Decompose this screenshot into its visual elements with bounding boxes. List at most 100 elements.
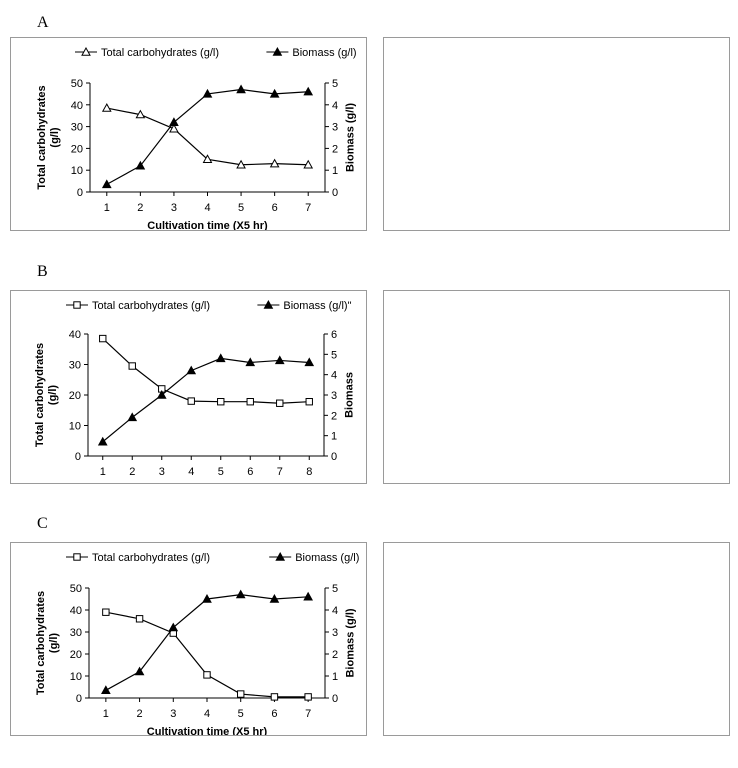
y-tick-label-left: 40 — [69, 329, 81, 341]
y-tick-label-left: 0 — [75, 451, 81, 463]
series-1-point — [202, 154, 213, 163]
x-tick-label: 8 — [306, 466, 312, 478]
y-tick-label-left: 0 — [76, 693, 82, 705]
x-tick-label: 5 — [238, 708, 244, 720]
series-2-point — [235, 589, 246, 599]
y-tick-label-left: 40 — [70, 605, 82, 617]
chart-4: Surface tension (mN/m)Surfactin (g/l)010… — [383, 290, 730, 484]
x-axis-title: Cultivation time (X5 hr) — [147, 726, 268, 735]
y-tick-label-right: 5 — [331, 349, 337, 361]
chart-5: Total carbohydrates (g/l) Biomass (g/l) 0 1… — [10, 542, 367, 736]
chart-legend: Total carbohydrates (g/l) Biomass (g/l) — [75, 46, 357, 59]
chart-svg: Total carbohydrates (g/l) Biomass (g/l) 0 1… — [35, 551, 359, 735]
series-1-point — [128, 362, 136, 370]
y-tick-label-left: 50 — [71, 78, 83, 90]
x-tick-label: 7 — [277, 466, 283, 478]
series-2-point — [127, 412, 138, 422]
y-tick-label-left: 20 — [69, 390, 81, 402]
chart-svg: Total carbohydrates (g/l) Biomass (g/l)" 0… — [34, 299, 356, 478]
y-tick-label-left: 30 — [69, 360, 81, 372]
y-tick-label-left: 30 — [71, 122, 83, 134]
series-2-point — [202, 593, 212, 603]
chart-svg: Total carbohydrates (g/l) Biomass (g/l) 0 1… — [36, 46, 357, 230]
series-1-point — [135, 615, 144, 623]
series-line-2 — [106, 88, 309, 185]
y-tick-label-right: 3 — [331, 390, 337, 402]
series-2-point — [169, 117, 179, 126]
y-tick-label-right: 1 — [332, 165, 338, 177]
legend-label: Total carbohydrates (g/l) — [101, 47, 219, 59]
y-tick-label-right: 0 — [332, 187, 338, 199]
legend-marker — [263, 299, 274, 309]
y-tick-label-right: 4 — [332, 100, 338, 112]
y-tick-label-right: 6 — [331, 329, 337, 341]
chart-legend: Total carbohydrates (g/l) Biomass (g/l) — [66, 551, 359, 564]
x-tick-label: 3 — [159, 466, 165, 478]
series-2-point — [303, 86, 314, 96]
series-1-point — [99, 334, 107, 343]
legend-label: Biomass (g/l) — [292, 47, 356, 59]
y-tick-label-right: 3 — [332, 122, 338, 134]
y-tick-label-right: 0 — [331, 451, 337, 463]
y-tick-label-left: 40 — [71, 100, 83, 112]
series-2-point — [202, 88, 213, 98]
series-1-point — [217, 398, 225, 406]
y-tick-label-left: 10 — [69, 421, 81, 433]
x-tick-label: 7 — [305, 708, 311, 720]
y-tick-label-right: 1 — [332, 671, 338, 683]
series-2-point — [186, 365, 197, 375]
legend-marker — [73, 553, 81, 561]
x-tick-label: 5 — [238, 202, 244, 214]
x-tick-label: 6 — [272, 202, 278, 214]
series-2-point — [274, 355, 285, 365]
y-axis-title-left: Total carbohydrates(g/l) — [35, 591, 60, 695]
series-1-point — [236, 159, 246, 169]
series-1-point — [269, 158, 280, 168]
x-tick-label: 2 — [137, 708, 143, 720]
x-tick-label: 4 — [188, 466, 194, 478]
y-tick-label-right: 2 — [331, 410, 337, 422]
series-2-point — [135, 160, 146, 170]
legend-marker — [275, 551, 286, 561]
y-tick-label-right: 0 — [332, 693, 338, 705]
y-tick-label-right: 3 — [332, 627, 338, 639]
series-1-point — [169, 123, 179, 133]
legend-marker — [272, 46, 283, 56]
chart-svg: Surface tension (mN/m)Surfactin (g/l)010… — [384, 291, 729, 483]
y-tick-label-left: 20 — [71, 143, 83, 155]
series-2-point — [269, 88, 280, 98]
series-1-point — [237, 690, 245, 698]
x-tick-label: 6 — [271, 708, 277, 720]
chart-legend: Total carbohydrates (g/l) Biomass (g/l)" — [66, 299, 352, 312]
y-axis-title-right: Biomass (g/l) — [345, 103, 357, 172]
series-1-point — [276, 399, 284, 407]
y-tick-label-left: 50 — [70, 583, 82, 595]
series-1-point — [270, 693, 279, 701]
legend-marker — [73, 301, 81, 309]
legend-label: Total carbohydrates (g/l) — [92, 300, 210, 312]
series-2-point — [303, 591, 313, 601]
series-2-point — [215, 353, 226, 363]
series-2-point — [101, 179, 112, 189]
chart-svg: Surface tension (mN/m)Surfactin (g/l)020… — [384, 38, 729, 230]
series-2-point — [236, 84, 246, 94]
chart-svg: Surface tention (mN/m)Surfactin (g/l)010… — [384, 543, 729, 735]
y-tick-label-left: 0 — [77, 187, 83, 199]
x-tick-label: 1 — [103, 708, 109, 720]
series-1-point — [305, 398, 313, 406]
y-tick-label-right: 5 — [332, 583, 338, 595]
series-1-point — [135, 109, 146, 119]
y-tick-label-left: 20 — [70, 649, 82, 661]
chart-6: Surface tention (mN/m)Surfactin (g/l)010… — [383, 542, 730, 736]
series-2-point — [168, 622, 179, 632]
x-tick-label: 3 — [170, 708, 176, 720]
chart-2: Surface tension (mN/m)Surfactin (g/l)020… — [383, 37, 730, 231]
series-1-point — [102, 608, 110, 616]
x-tick-label: 3 — [171, 202, 177, 214]
y-tick-label-right: 4 — [332, 605, 338, 617]
y-tick-label-right: 4 — [331, 370, 337, 382]
series-line-2 — [102, 357, 310, 443]
y-tick-label-right: 2 — [332, 143, 338, 155]
series-2-point — [245, 357, 256, 367]
series-1-point — [303, 159, 314, 169]
